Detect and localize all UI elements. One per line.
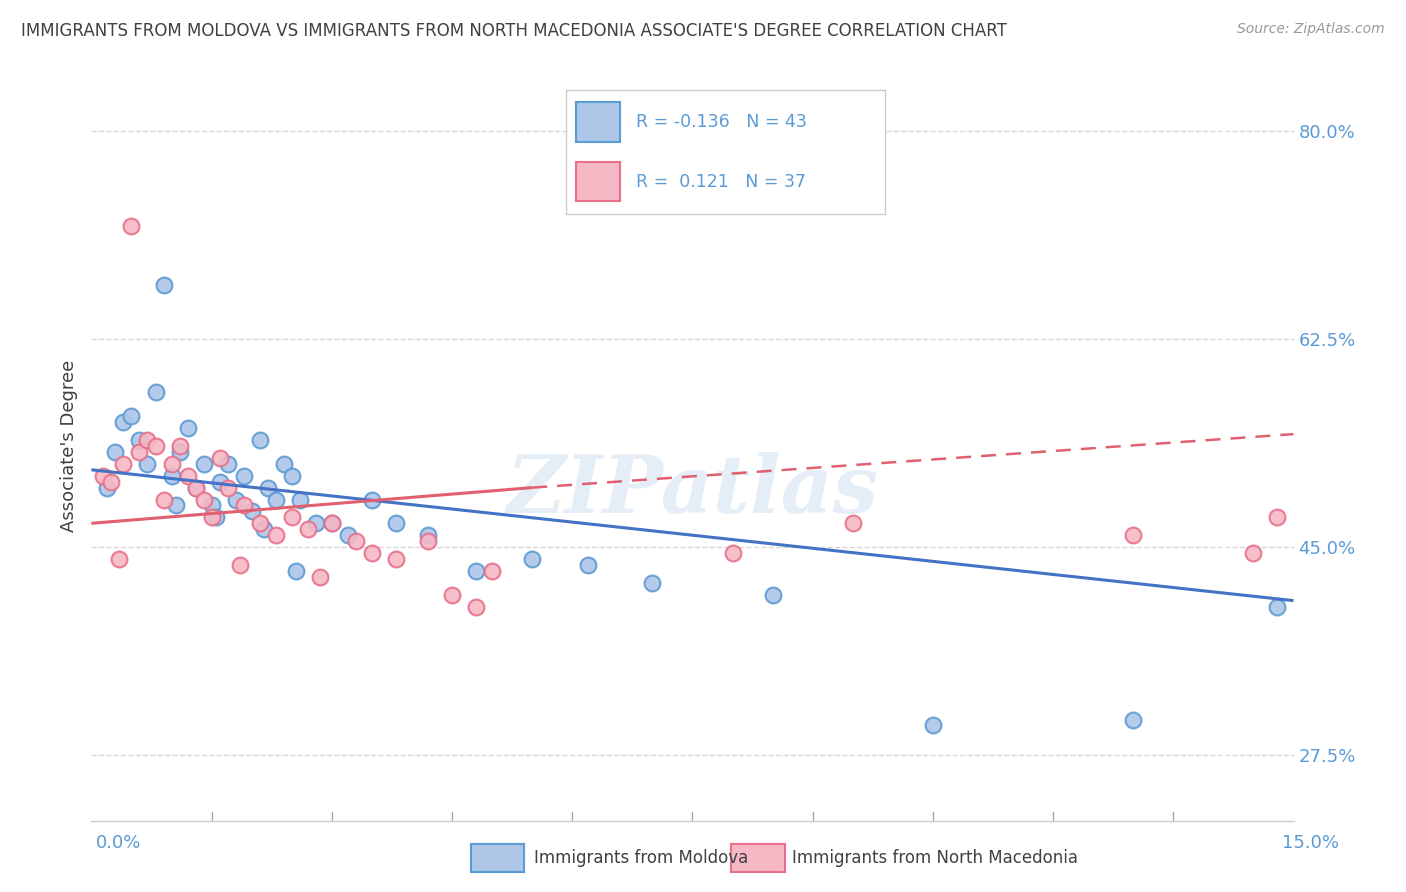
Point <box>232 499 254 513</box>
Point <box>128 433 150 447</box>
Point <box>576 558 599 572</box>
Point <box>201 510 224 524</box>
Point <box>441 588 464 602</box>
Point <box>520 552 543 566</box>
Point <box>253 522 276 536</box>
Point <box>321 516 343 531</box>
Point <box>184 481 207 495</box>
Text: IMMIGRANTS FROM MOLDOVA VS IMMIGRANTS FROM NORTH MACEDONIA ASSOCIATE'S DEGREE CO: IMMIGRANTS FROM MOLDOVA VS IMMIGRANTS FR… <box>21 22 1007 40</box>
Point <box>240 504 263 518</box>
Point <box>169 439 191 453</box>
Point <box>344 534 367 549</box>
Point <box>305 516 328 531</box>
Point <box>136 433 159 447</box>
Text: Immigrants from Moldova: Immigrants from Moldova <box>534 849 748 867</box>
Point <box>249 516 271 531</box>
Point <box>208 475 231 489</box>
Point <box>256 481 278 495</box>
Text: 0.0%: 0.0% <box>96 834 141 852</box>
Point <box>297 522 319 536</box>
Point <box>121 409 143 424</box>
Point <box>481 564 503 578</box>
Point <box>249 433 271 447</box>
Point <box>264 492 287 507</box>
Point <box>201 499 224 513</box>
Point <box>721 546 744 560</box>
Point <box>128 445 150 459</box>
Point <box>922 718 945 732</box>
Point <box>1122 528 1144 542</box>
Point <box>145 385 167 400</box>
Point <box>336 528 359 542</box>
Point <box>232 468 254 483</box>
Point <box>385 552 408 566</box>
Point <box>169 445 191 459</box>
Point <box>416 534 439 549</box>
Point <box>281 510 304 524</box>
Point <box>465 564 488 578</box>
Text: 15.0%: 15.0% <box>1281 834 1339 852</box>
Point <box>204 510 226 524</box>
Point <box>112 415 135 429</box>
Point <box>841 516 863 531</box>
Point <box>176 468 198 483</box>
Point <box>416 528 439 542</box>
Point <box>108 552 131 566</box>
Point <box>273 457 295 471</box>
Point <box>145 439 167 453</box>
Point <box>465 599 488 614</box>
Point <box>165 499 187 513</box>
Point <box>228 558 250 572</box>
Point <box>104 445 127 459</box>
Point <box>641 575 664 590</box>
Point <box>321 516 343 531</box>
Point <box>284 564 307 578</box>
Point <box>176 421 198 435</box>
Point <box>308 570 330 584</box>
Point <box>152 492 174 507</box>
Point <box>264 528 287 542</box>
Point <box>193 492 215 507</box>
Point <box>193 457 215 471</box>
Point <box>1267 599 1289 614</box>
Point <box>121 219 143 233</box>
Y-axis label: Associate's Degree: Associate's Degree <box>59 359 77 533</box>
Point <box>100 475 122 489</box>
Text: Immigrants from North Macedonia: Immigrants from North Macedonia <box>792 849 1077 867</box>
Point <box>136 457 159 471</box>
Point <box>217 481 239 495</box>
Text: ZIPatlas: ZIPatlas <box>506 452 879 530</box>
Point <box>360 492 382 507</box>
Point <box>1122 713 1144 727</box>
Point <box>152 278 174 293</box>
Point <box>360 546 382 560</box>
Point <box>762 588 785 602</box>
Point <box>281 468 304 483</box>
Point <box>385 516 408 531</box>
Point <box>1267 510 1289 524</box>
Point <box>93 468 115 483</box>
Point <box>288 492 311 507</box>
Point <box>112 457 135 471</box>
Point <box>208 450 231 465</box>
Point <box>184 481 207 495</box>
Text: Source: ZipAtlas.com: Source: ZipAtlas.com <box>1237 22 1385 37</box>
Point <box>1243 546 1265 560</box>
Point <box>225 492 247 507</box>
Point <box>96 481 118 495</box>
Point <box>217 457 239 471</box>
Point <box>160 468 183 483</box>
Point <box>160 457 183 471</box>
